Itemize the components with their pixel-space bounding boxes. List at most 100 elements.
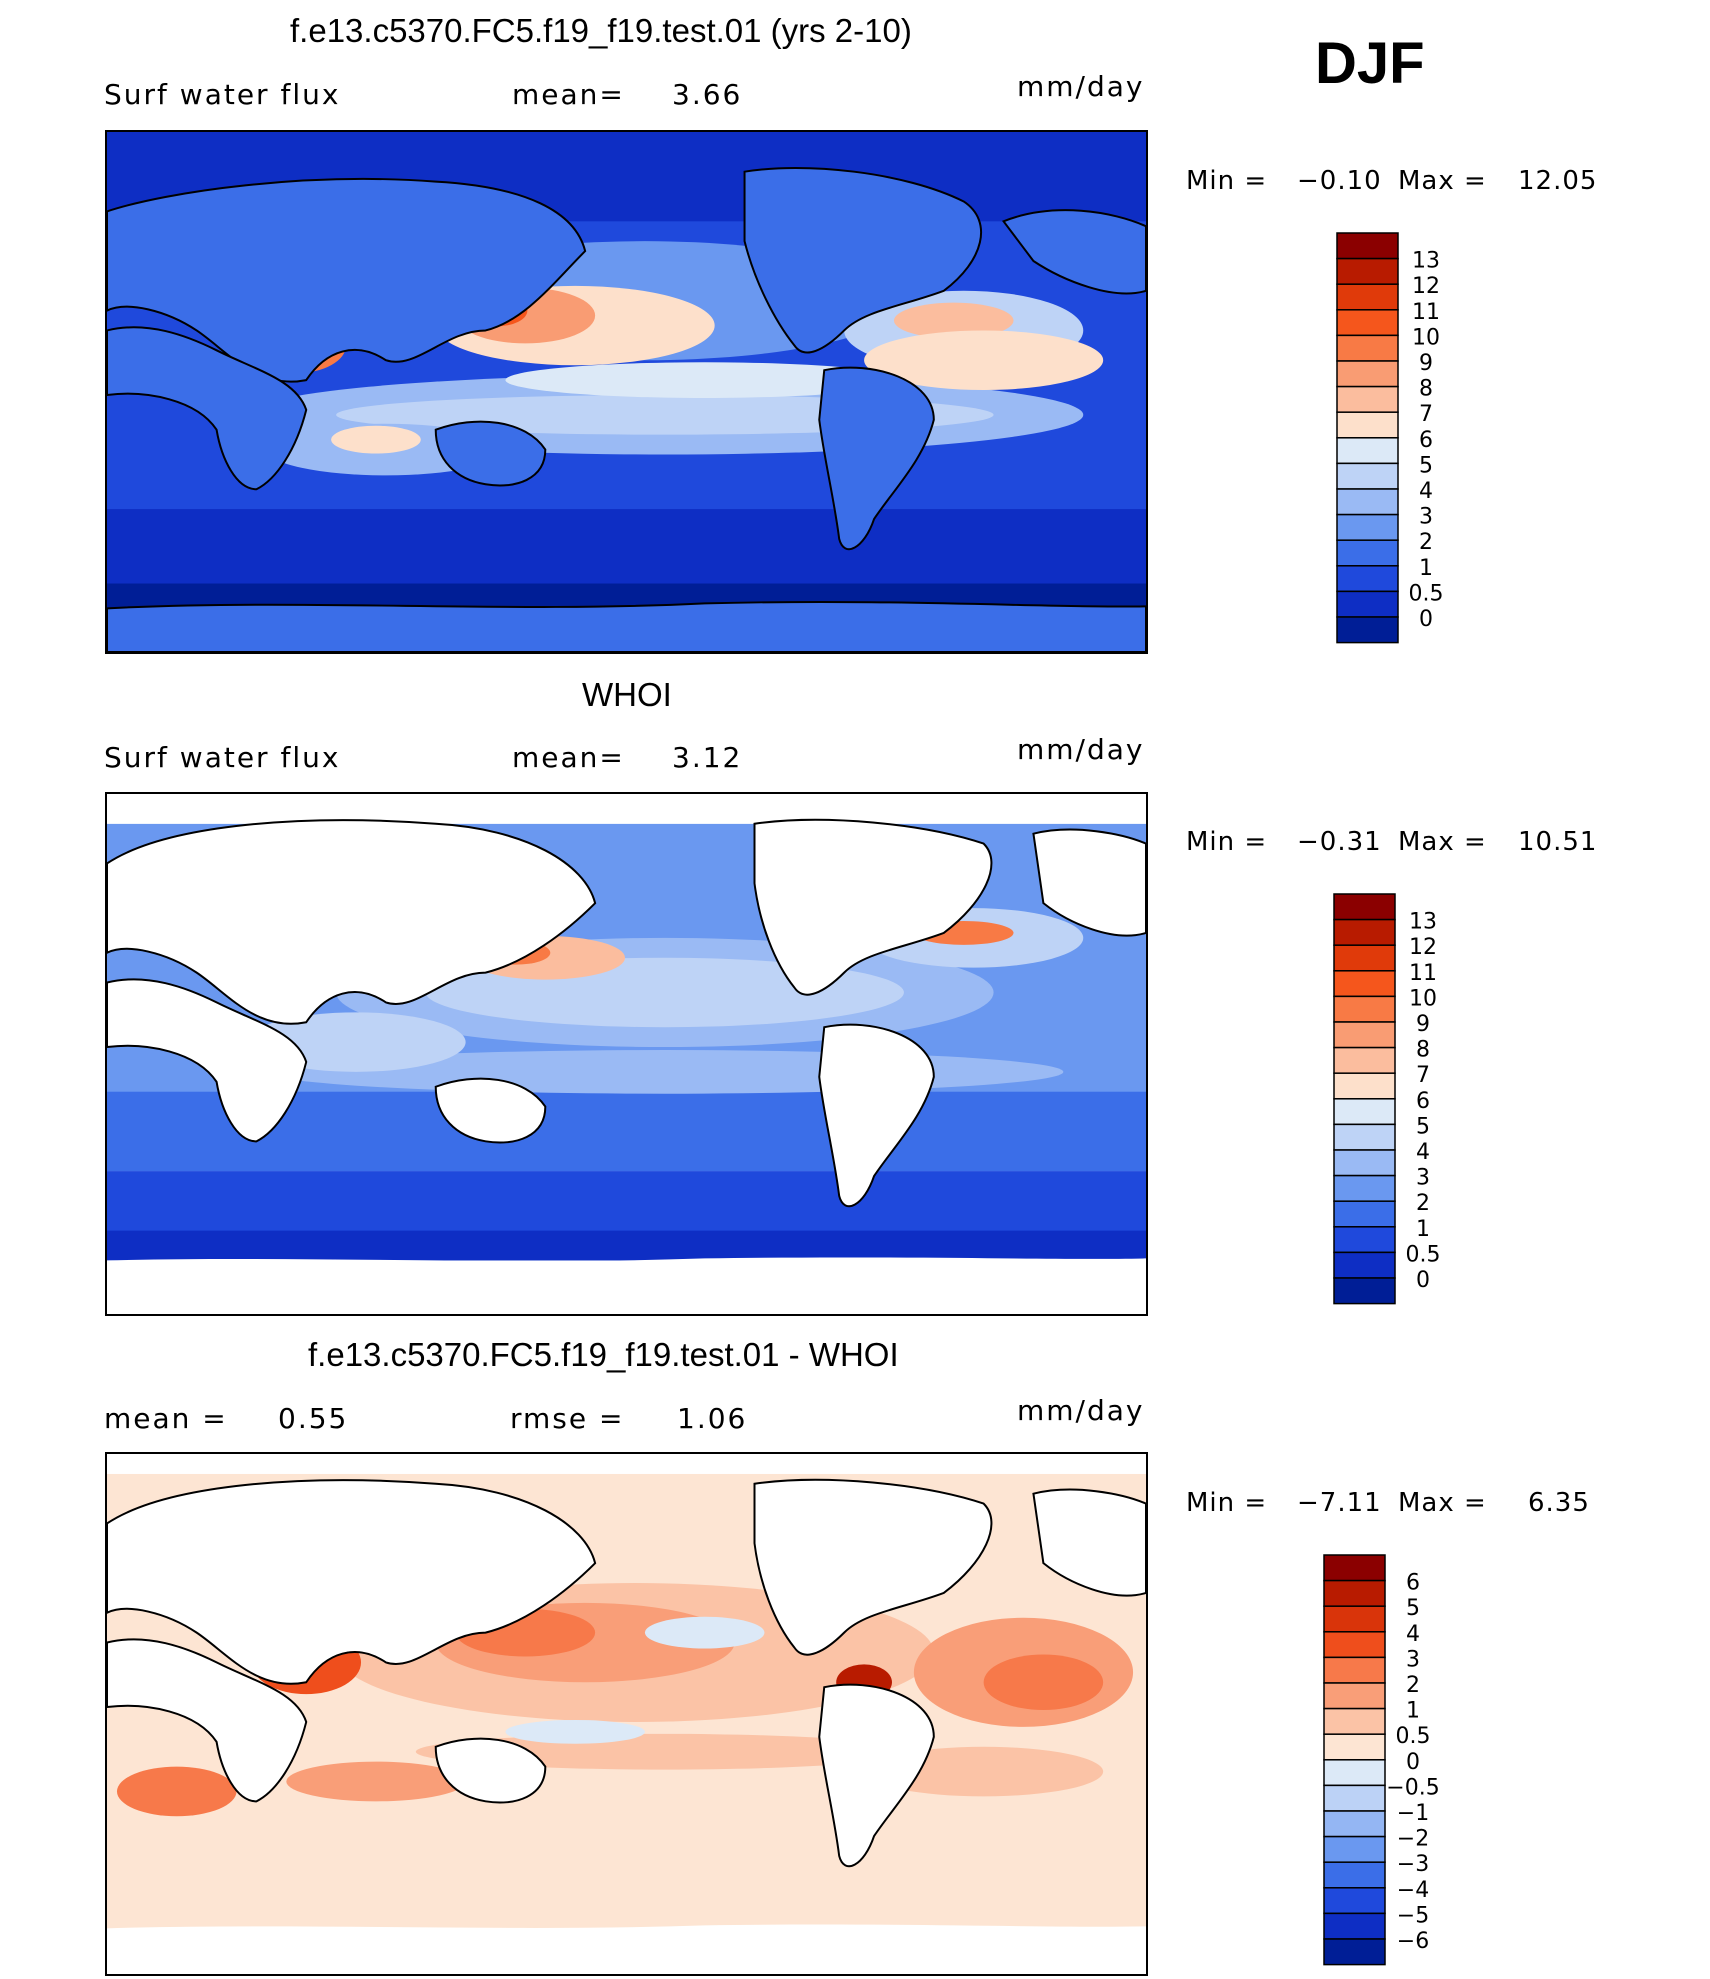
colorbar-1-tick-label: 13 [1412, 249, 1440, 274]
colorbar-1-tick-label: 7 [1419, 402, 1433, 427]
colorbar-2-swatch-6 [1333, 1046, 1396, 1074]
colorbar-3-swatch-0 [1323, 1554, 1386, 1582]
colorbar-3-swatch-5 [1323, 1682, 1386, 1710]
colorbar-2-tick-label: 7 [1416, 1063, 1430, 1088]
colorbar-3-tick-label: −2 [1397, 1827, 1429, 1852]
panel2-variable: Surf water flux [104, 741, 341, 774]
panel2-antarctica [107, 1257, 1146, 1314]
panel2-eurasia [107, 819, 597, 1025]
panel3-title: f.e13.c5370.FC5.f19_f19.test.01 - WHOI [308, 1336, 899, 1373]
panel3-max-label: Max = [1398, 1488, 1487, 1518]
panel3-continents [107, 1454, 1146, 1974]
colorbar-1-tick-label: 11 [1412, 300, 1440, 325]
season-label: DJF [1315, 31, 1425, 96]
colorbar-3-swatch-15 [1323, 1938, 1386, 1966]
colorbar-1-tick-label: 4 [1419, 479, 1433, 504]
colorbar-1-tick-label: 10 [1412, 325, 1440, 350]
panel1-min-value: −0.10 [1297, 166, 1382, 196]
panel1-antarctica [107, 600, 1146, 652]
colorbar-1-tick-label: 2 [1419, 530, 1433, 555]
panel1-units: mm/day [1017, 70, 1145, 103]
panel1-max-value: 12.05 [1518, 166, 1598, 196]
colorbar-1-swatch-8 [1336, 437, 1399, 465]
colorbar-2-tick-label: 5 [1416, 1114, 1430, 1139]
colorbar-3-tick-label: −5 [1397, 1903, 1429, 1928]
colorbar-2-swatch-11 [1333, 1174, 1396, 1202]
colorbar-2-swatch-4 [1333, 995, 1396, 1023]
colorbar-2-swatch-15 [1333, 1277, 1396, 1305]
colorbar-1-swatch-1 [1336, 257, 1399, 285]
colorbar-3-tick-label: 0 [1406, 1750, 1420, 1775]
panel3-rmse-label: rmse = [510, 1402, 625, 1435]
panel3-eurasia [107, 1479, 597, 1685]
colorbar-1-swatch-7 [1336, 411, 1399, 439]
colorbar-3-tick-label: −0.5 [1386, 1775, 1439, 1800]
panel3-min-label: Min = [1186, 1488, 1268, 1518]
colorbar-1-swatch-13 [1336, 565, 1399, 593]
colorbar-2-tick-label: 4 [1416, 1140, 1430, 1165]
panel3-antarctica [107, 1924, 1146, 1974]
colorbar-2-tick-label: 11 [1409, 961, 1437, 986]
panel1-variable: Surf water flux [104, 78, 341, 111]
panel2-colorbar: 13 12 11 10 9 8 7 6 5 4 3 2 1 0.5 0 [1333, 893, 1464, 1309]
panel1-africa [107, 326, 308, 491]
panel3-australia [434, 1737, 547, 1804]
colorbar-2-swatch-13 [1333, 1226, 1396, 1254]
panel2-continents [107, 794, 1146, 1314]
panel2-units: mm/day [1017, 733, 1145, 766]
panel2-min-value: −0.31 [1297, 827, 1382, 857]
colorbar-1-swatch-12 [1336, 539, 1399, 567]
colorbar-1-swatch-6 [1336, 385, 1399, 413]
panel3-africa [107, 1638, 308, 1803]
colorbar-3-swatch-7 [1323, 1733, 1386, 1761]
colorbar-1-tick-label: 1 [1419, 556, 1433, 581]
panel2-min-label: Min = [1186, 827, 1268, 857]
colorbar-2-tick-label: 12 [1409, 935, 1437, 960]
panel3-units: mm/day [1017, 1394, 1145, 1427]
colorbar-3-tick-label: −3 [1397, 1852, 1429, 1877]
colorbar-3-tick-label: 2 [1406, 1673, 1420, 1698]
panel3-max-value: 6.35 [1528, 1488, 1590, 1518]
colorbar-1-tick-label: 3 [1419, 505, 1433, 530]
panel1-field [107, 132, 1146, 652]
colorbar-1-swatch-9 [1336, 462, 1399, 490]
panel1-mean-label: mean= [512, 78, 625, 111]
panel1-map [105, 130, 1148, 654]
colorbar-3-tick-label: 0.5 [1396, 1724, 1431, 1749]
colorbar-2-tick-label: 1 [1416, 1217, 1430, 1242]
colorbar-1-swatch-14 [1336, 590, 1399, 618]
panel3-field [107, 1454, 1146, 1974]
colorbar-1-tick-label: 0.5 [1409, 581, 1444, 606]
panel3-map [105, 1452, 1148, 1976]
panel2-mean-value: 3.12 [672, 741, 743, 774]
panel1-max-label: Max = [1398, 166, 1487, 196]
colorbar-3-swatch-13 [1323, 1887, 1386, 1915]
colorbar-1-swatch-15 [1336, 616, 1399, 644]
colorbar-3-tick-label: −6 [1397, 1929, 1429, 1954]
colorbar-3-tick-label: 6 [1406, 1571, 1420, 1596]
colorbar-2-swatch-5 [1333, 1021, 1396, 1049]
panel1-eurasia [107, 178, 587, 383]
panel3-min-value: −7.11 [1297, 1488, 1382, 1518]
panel3-north-america [753, 1478, 993, 1656]
panel3-mean-value: 0.55 [278, 1402, 349, 1435]
colorbar-2-swatch-7 [1333, 1072, 1396, 1100]
colorbar-3-tick-label: 4 [1406, 1622, 1420, 1647]
panel2-australia [434, 1077, 547, 1144]
colorbar-3-swatch-8 [1323, 1759, 1386, 1787]
colorbar-3-swatch-12 [1323, 1861, 1386, 1889]
colorbar-3-tick-label: 3 [1406, 1647, 1420, 1672]
colorbar-1-swatch-3 [1336, 309, 1399, 337]
panel3-europe-east [1032, 1488, 1146, 1597]
colorbar-3-swatch-2 [1323, 1605, 1386, 1633]
panel3-colorbar: 6 5 4 3 2 1 0.5 0 −0.5 −1 −2 −3 −4 −5 −6 [1323, 1554, 1464, 1970]
panel2-max-value: 10.51 [1518, 827, 1598, 857]
colorbar-3-tick-label: 1 [1406, 1699, 1420, 1724]
panel2-south-america [818, 1023, 935, 1208]
colorbar-2-swatch-1 [1333, 918, 1396, 946]
colorbar-2-tick-label: 0 [1416, 1268, 1430, 1293]
colorbar-3-tick-label: 5 [1406, 1596, 1420, 1621]
panel1-australia [434, 420, 547, 487]
